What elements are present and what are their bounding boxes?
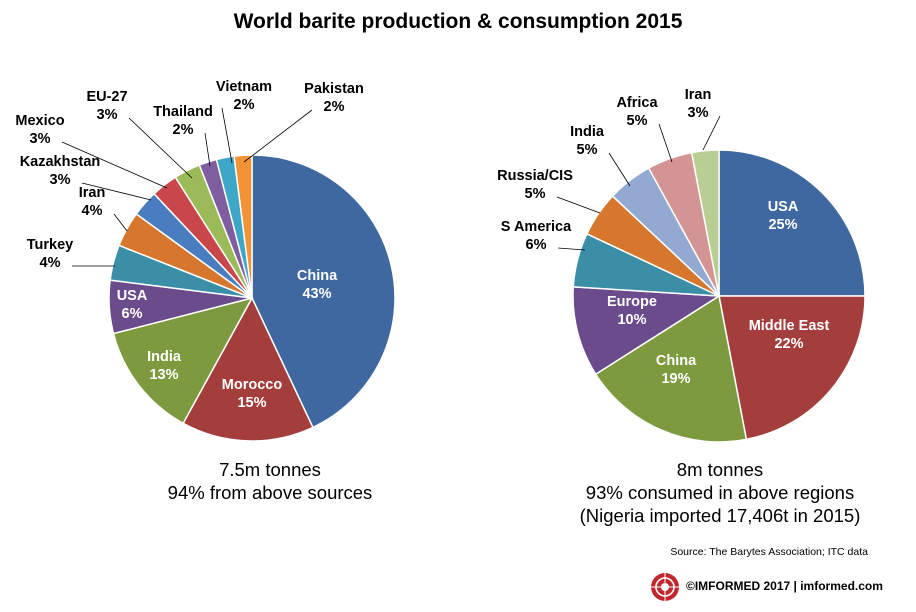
consumption-caption: 8m tonnes 93% consumed in above regions …	[540, 458, 900, 527]
slice-label: S America 6%	[501, 219, 572, 253]
leader-line	[557, 247, 586, 251]
leader-line	[113, 213, 128, 232]
leader-line	[61, 141, 168, 189]
leader-line	[81, 182, 152, 201]
slice-label: Iran 4%	[79, 185, 106, 219]
pie-slice-usa	[718, 149, 866, 297]
leader-line	[128, 117, 193, 179]
production-caption: 7.5m tonnes 94% from above sources	[120, 458, 420, 504]
footer: ©IMFORMED 2017 | imformed.com	[650, 570, 910, 604]
slice-label: Europe 10%	[607, 294, 657, 328]
pie-slice-china	[594, 294, 748, 443]
slice-label: USA 25%	[768, 199, 799, 233]
slice-label: Turkey 4%	[27, 237, 73, 271]
slice-label: Morocco 15%	[222, 377, 283, 411]
production-caption-line: 7.5m tonnes	[219, 459, 321, 480]
pie-slice-iran	[690, 149, 720, 297]
slice-label: Thailand 2%	[153, 104, 213, 138]
chart-title: World barite production & consumption 20…	[233, 10, 683, 33]
leader-line	[658, 123, 673, 163]
consumption-pie: USA 25% Middle East 22% China 19% Europe 10% S A…	[497, 87, 866, 443]
slice-label: Russia/CIS 5%	[497, 168, 573, 202]
consumption-caption-line: 8m tonnes	[676, 459, 764, 480]
slice-label: China 43%	[297, 268, 338, 302]
leader-line	[556, 196, 601, 214]
pie-slice-china	[251, 154, 396, 429]
pie-slice-pakistan	[233, 154, 253, 299]
consumption-caption-line: 93% consumed in above regions	[585, 482, 855, 503]
slice-label: Iran 3%	[685, 87, 712, 121]
slice-label: Mexico 3%	[15, 113, 64, 147]
pie-slice-europe	[572, 286, 722, 376]
slice-label: India 5%	[570, 124, 605, 158]
imformed-logo-icon	[651, 573, 679, 601]
leader-line	[608, 152, 631, 187]
pie-slice-middle-east	[718, 295, 866, 441]
slice-label: Vietnam 2%	[216, 79, 272, 113]
slice-label: China 19%	[656, 353, 697, 387]
slice-label: Africa 5%	[616, 95, 658, 129]
footer-text: ©IMFORMED 2017 | imformed.com	[686, 579, 883, 593]
slice-label: EU-27 3%	[86, 89, 127, 123]
pie-slice-india	[112, 296, 254, 425]
slice-label: India 13%	[147, 349, 182, 383]
source-note: Source: The Barytes Association; ITC dat…	[670, 546, 868, 558]
production-caption-line: 94% from above sources	[167, 482, 373, 503]
leader-line	[702, 115, 721, 151]
leader-line	[221, 107, 233, 164]
production-pie: China 43% Morocco 15% India 13% USA 6% Turkey 4%I…	[15, 79, 396, 442]
slice-label: Pakistan 2%	[304, 81, 364, 115]
leader-line	[204, 132, 211, 167]
consumption-caption-line: (Nigeria imported 17,406t in 2015)	[579, 505, 861, 526]
slice-label: USA 6%	[117, 288, 148, 322]
slice-label: Middle East 22%	[749, 318, 830, 352]
pie-slice-morocco	[182, 296, 314, 442]
leader-line	[243, 109, 313, 163]
slice-label: Kazakhstan 3%	[20, 154, 101, 188]
